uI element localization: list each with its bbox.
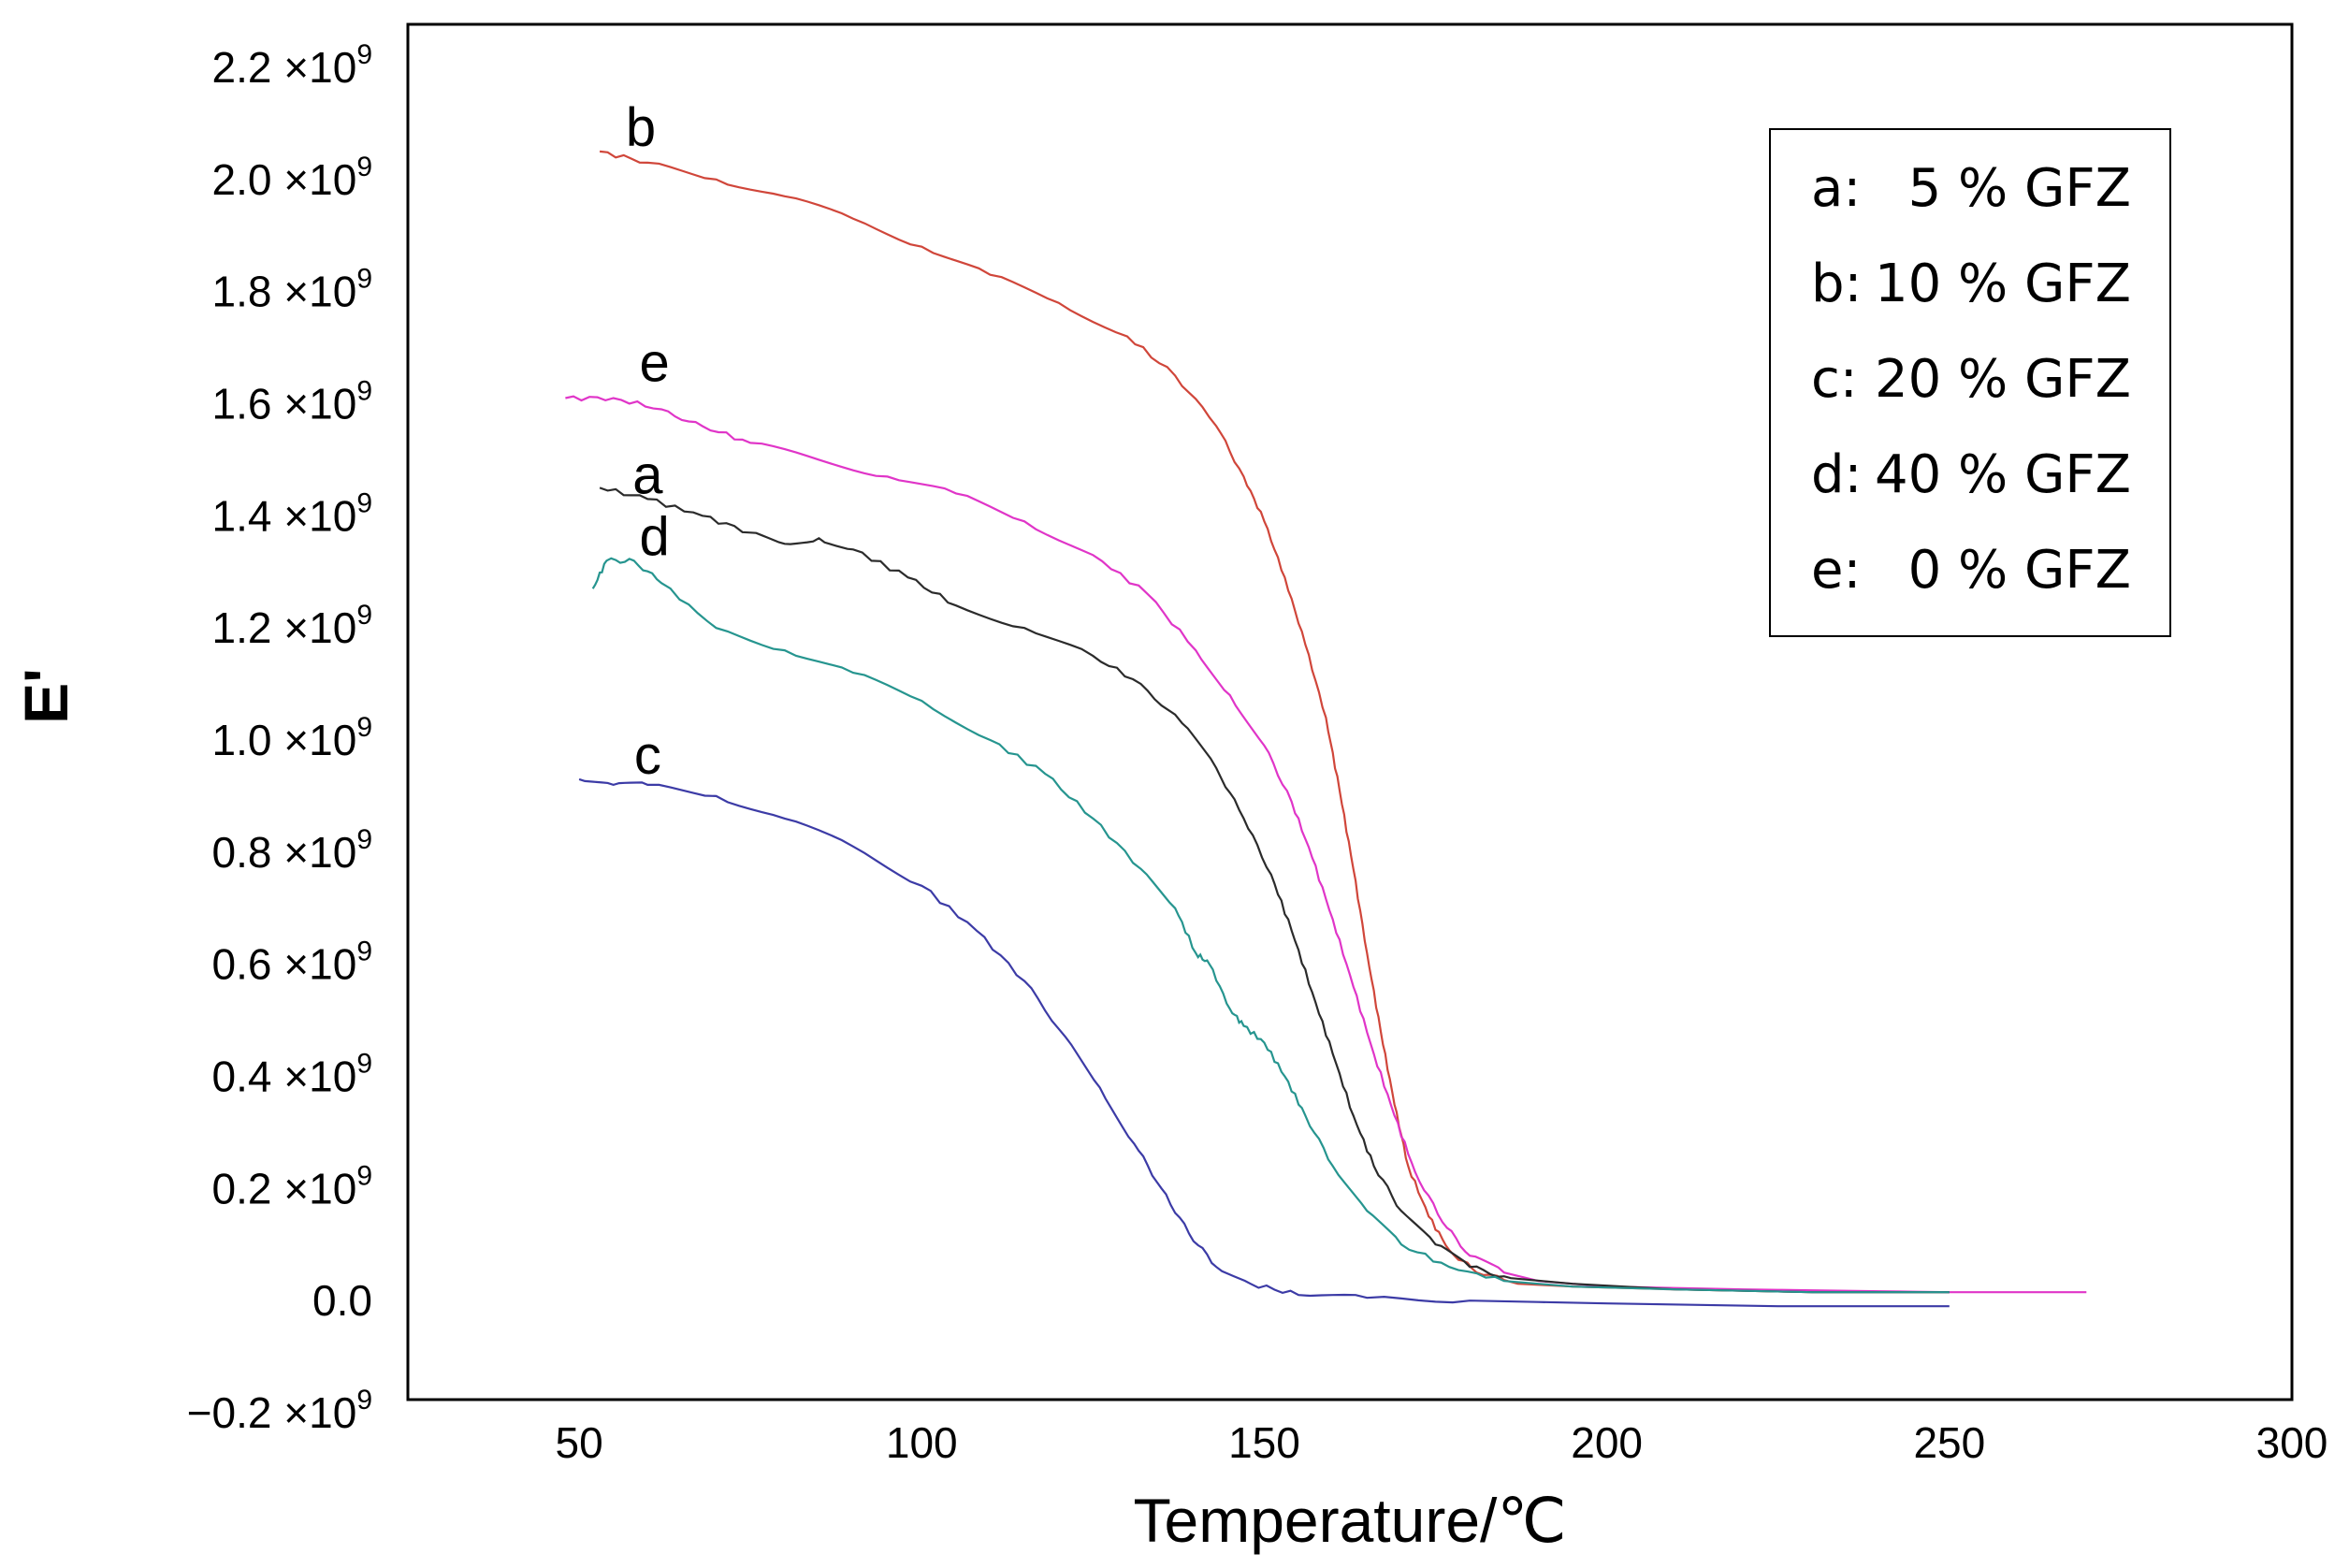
y-tick-label: 1.0 ×109: [212, 712, 372, 764]
curve-label-b: b: [626, 97, 656, 158]
legend-entry-text: 40 % GFZ: [1875, 444, 2131, 505]
y-tick-label: −0.2 ×109: [187, 1385, 372, 1437]
y-tick-label: 0.0: [312, 1276, 372, 1325]
curve-label-d: d: [640, 506, 670, 567]
curve-label-c: c: [634, 725, 661, 786]
y-tick-label: 2.0 ×109: [212, 152, 372, 204]
curve-labels: b ead c: [626, 97, 670, 786]
y-tick-labels: 2.2 ×109 2.0 ×109 1.8 ×109 1.6 ×109 1.4 ×109…: [187, 39, 372, 1437]
y-tick-label: 1.8 ×109: [212, 264, 372, 316]
legend-entry-key: d:: [1811, 444, 1862, 505]
x-tick-labels: 50 100 150 200 250 300: [556, 1418, 2328, 1467]
x-tick-label: 150: [1228, 1418, 1300, 1467]
legend-entry-key: b:: [1811, 254, 1862, 314]
x-tick-label: 250: [1913, 1418, 1985, 1467]
x-tick-label: 50: [556, 1418, 603, 1467]
legend-entry-text: 20 % GFZ: [1875, 349, 2131, 410]
y-tick-label: 0.2 ×109: [212, 1160, 372, 1212]
y-tick-label: 0.6 ×109: [212, 936, 372, 989]
series-line-c: [578, 777, 1950, 1308]
legend-entry-text: 0 % GFZ: [1908, 540, 2131, 601]
legend-entry-key: a:: [1811, 158, 1861, 219]
series-line-a: [599, 486, 1950, 1294]
x-tick-label: 200: [1571, 1418, 1643, 1467]
plot-frame: [406, 22, 2294, 1401]
curve-label-e: e: [640, 333, 670, 394]
x-tick-label: 100: [886, 1418, 958, 1467]
y-tick-label: 0.4 ×109: [212, 1049, 372, 1101]
legend-entry-key: c:: [1811, 349, 1858, 410]
series-lines: [565, 150, 2087, 1308]
legend-entry-text: 10 % GFZ: [1875, 254, 2131, 314]
x-tick-label: 300: [2256, 1418, 2328, 1467]
y-axis-title: E': [11, 668, 80, 724]
curve-label-a: a: [632, 444, 663, 505]
y-tick-label: 2.2 ×109: [212, 39, 372, 92]
y-tick-label: 1.2 ×109: [212, 600, 372, 652]
y-tick-label: 1.6 ×109: [212, 376, 372, 428]
series-line-b: [599, 150, 1950, 1294]
y-tick-label: 0.8 ×109: [212, 824, 372, 877]
legend-entry-text: 5 % GFZ: [1908, 158, 2131, 219]
legend-box: [1769, 128, 2171, 637]
series-line-d: [591, 557, 1950, 1294]
y-tick-label: 1.4 ×109: [212, 487, 372, 540]
series-line-e: [565, 395, 2087, 1294]
legend-entry-key: e:: [1811, 540, 1861, 601]
x-axis-title: Temperature/℃: [1134, 1486, 1567, 1555]
